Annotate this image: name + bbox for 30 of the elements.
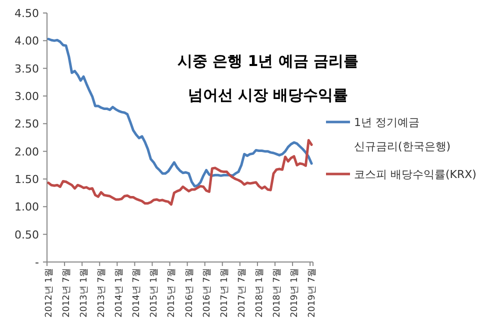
x-tick-label: 2017년 1월 — [220, 268, 230, 318]
x-tick-label: 2019년 1월 — [290, 268, 300, 318]
line-series — [47, 139, 313, 206]
x-tick-label: 2019년 7월 — [308, 268, 318, 318]
legend-label: 코스피 배당수익률(KRX) — [354, 168, 476, 181]
y-tick-label: 3.50 — [14, 62, 39, 76]
y-tick-label: 2.50 — [14, 118, 39, 131]
x-tick-label: 2013년 1월 — [80, 268, 90, 318]
y-tick-label: 3.00 — [14, 90, 39, 103]
x-tick-label: 2014년 7월 — [132, 268, 142, 318]
text: 시중 은행 1년 예금 금리를 넘어선 시장 배당수익률 — [177, 52, 359, 104]
x-tick-label: 2018년 1월 — [254, 268, 265, 318]
x-tick-label: 2016년 1월 — [184, 268, 195, 318]
y-tick-label: 2.00 — [14, 145, 39, 158]
x-tick-label: 2018년 7월 — [272, 268, 282, 318]
x-tick-label: 2015년 1월 — [150, 268, 160, 318]
y-tick-label: 4.00 — [14, 34, 39, 48]
x-tick-label: 2017년 7월 — [237, 268, 248, 318]
y-tick-label: 4.50 — [14, 7, 39, 20]
x-tick-label: 2016년 7월 — [202, 268, 212, 318]
y-tick-label: 1.50 — [14, 173, 39, 186]
x-tick-label: 2015년 7월 — [167, 268, 178, 318]
y-tick-label: - — [35, 256, 40, 269]
y-tick-label: 1.00 — [14, 200, 39, 214]
y-tick-label: 0.50 — [14, 228, 39, 242]
legend-label: 1년 정기예금 신규금리(한국은행) — [354, 116, 451, 153]
x-tick-label: 2014년 1월 — [114, 268, 125, 318]
x-tick-label: 2012년 1월 — [44, 268, 54, 318]
x-tick-label: 2013년 7월 — [97, 268, 108, 318]
x-tick-label: 2012년 7월 — [62, 268, 72, 318]
